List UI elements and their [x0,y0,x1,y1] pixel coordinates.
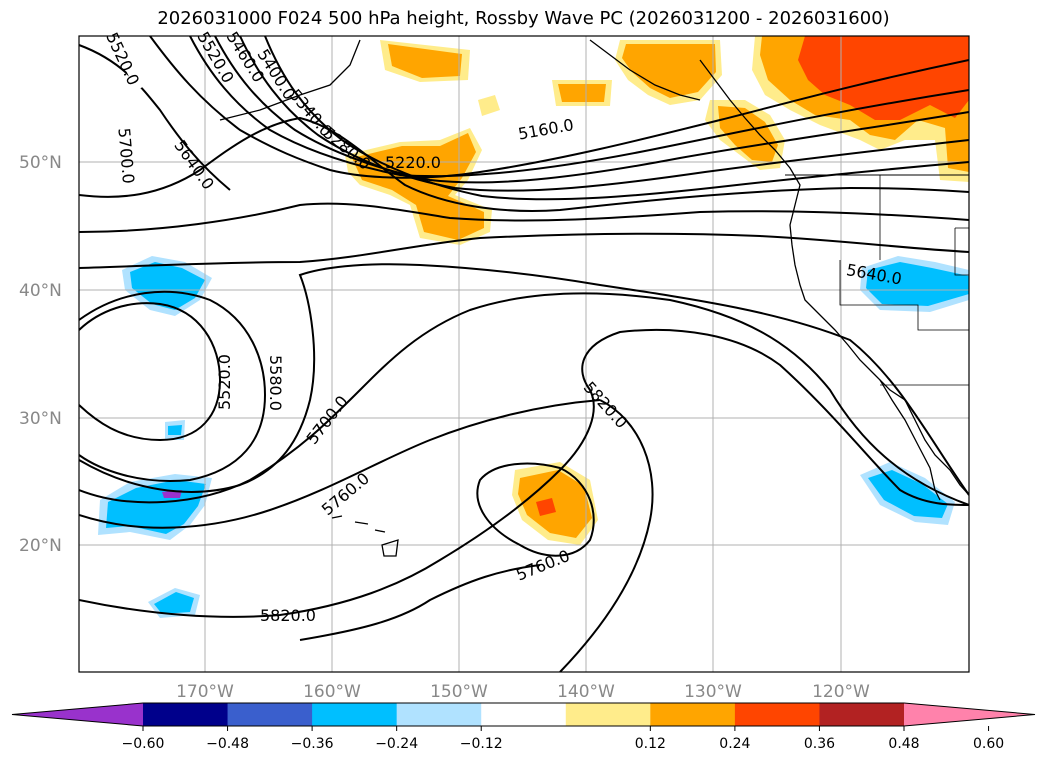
lon-label: 130°W [684,682,742,702]
colorbar-tick-label: −0.48 [206,736,249,752]
contour-label: 5220.0 [385,153,441,172]
colorbar-extend-low [12,703,143,726]
contour-label: 5160.0 [517,115,575,143]
contour-label: 5520.0 [215,354,234,410]
lat-label: 30°N [19,409,62,429]
contour-label: 5820.0 [580,378,632,432]
latitude-labels: 50°N 40°N 30°N 20°N [19,153,62,556]
map-title: 2026031000 F024 500 hPa height, Rossby W… [157,8,890,29]
map-frame [78,35,970,673]
lon-label: 140°W [557,682,615,702]
lon-label: 120°W [812,682,870,702]
colorbar-tick-label: 0.48 [888,736,919,752]
height-contours [79,36,969,672]
colorbar-segment [650,703,736,726]
contour-label: 5760.0 [513,546,572,585]
contour-label: 5760.0 [318,469,373,520]
colorbar-segment [481,703,567,726]
colorbar-segment [227,703,313,726]
colorbar-tick-label: −0.60 [122,736,165,752]
colorbar-segment [396,703,482,726]
lat-label: 40°N [19,281,62,301]
colorbar-tick-label: 0.60 [973,736,1004,752]
colorbar-tick-label: 0.12 [635,736,666,752]
colorbar-segment [734,703,820,726]
colorbar-segment [565,703,651,726]
contour-label: 5580.0 [266,355,285,411]
positive-anomaly-coast [718,106,778,162]
contour-label: 5820.0 [260,606,316,625]
lat-label: 20°N [19,536,62,556]
positive-anomaly-gulf [622,44,716,98]
graticule [79,36,969,672]
longitude-labels: 170°W 160°W 150°W 140°W 130°W 120°W [176,682,870,702]
lat-label: 50°N [19,153,62,173]
colorbar-segment [312,703,398,726]
contour-label: 5700.0 [114,127,138,184]
colorbar-segment [143,703,229,726]
contour-label: 5640.0 [170,136,218,193]
lon-label: 150°W [430,682,488,702]
lon-label: 170°W [176,682,234,702]
colorbar-extend-high [904,703,1035,726]
colorbar: −0.60 −0.48 −0.36 −0.24 −0.12 0.12 0.24 0.36 0.4… [11,702,1036,752]
colorbar-tick-label: −0.24 [375,736,418,752]
colorbar-tick-label: 0.36 [804,736,835,752]
lon-label: 160°W [303,682,361,702]
colorbar-tick-label: −0.36 [291,736,334,752]
colorbar-tick-label: 0.24 [719,736,750,752]
colorbar-segment [819,703,905,726]
colorbar-tick-label: −0.12 [460,736,503,752]
